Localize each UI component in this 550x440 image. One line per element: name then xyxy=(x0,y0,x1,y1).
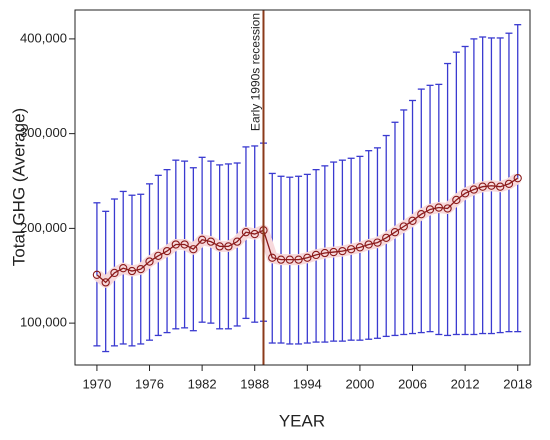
mean-point xyxy=(452,195,461,205)
mean-point xyxy=(180,240,189,249)
mean-point xyxy=(417,210,426,219)
error-bar xyxy=(93,202,101,347)
mean-point xyxy=(110,268,119,278)
mean-point xyxy=(504,179,514,189)
mean-point xyxy=(443,204,452,213)
x-tick-label: 2000 xyxy=(345,376,374,391)
mean-point xyxy=(355,243,365,252)
mean-point xyxy=(460,189,470,198)
x-tick-label: 1970 xyxy=(82,376,111,391)
y-tick-label: 400,000 xyxy=(20,30,67,45)
mean-point xyxy=(233,237,242,246)
mean-point xyxy=(320,248,330,258)
mean-point xyxy=(294,255,303,264)
x-tick-label: 1976 xyxy=(135,376,164,391)
mean-point xyxy=(162,246,172,256)
mean-point xyxy=(399,222,408,231)
mean-point xyxy=(478,182,487,191)
mean-point xyxy=(215,242,224,251)
mean-point xyxy=(276,255,286,264)
mean-point xyxy=(241,228,251,237)
error-bar xyxy=(444,62,452,337)
mean-point xyxy=(487,181,496,190)
mean-point xyxy=(268,253,277,262)
mean-point xyxy=(136,264,145,274)
mean-point xyxy=(206,237,216,246)
y-axis-title: Total GHG (Average) xyxy=(9,108,28,266)
mean-point xyxy=(513,174,522,183)
mean-point xyxy=(197,235,207,244)
annotation-label: Early 1990s recession xyxy=(249,13,263,131)
mean-point xyxy=(92,270,102,279)
mean-point xyxy=(250,229,259,239)
mean-point xyxy=(496,182,505,191)
x-tick-label: 2018 xyxy=(503,376,532,391)
mean-point xyxy=(224,242,233,251)
mean-point xyxy=(189,245,198,254)
y-tick-label: 300,000 xyxy=(20,125,67,140)
mean-point xyxy=(373,238,382,247)
x-axis-title: YEAR xyxy=(279,411,325,430)
mean-point xyxy=(329,247,338,257)
mean-point xyxy=(119,264,128,273)
mean-point xyxy=(408,216,417,225)
mean-point xyxy=(127,266,137,276)
mean-point xyxy=(364,240,373,249)
mean-point xyxy=(338,246,347,256)
mean-point xyxy=(425,205,435,214)
x-tick-label: 1988 xyxy=(240,376,269,391)
y-tick-label: 200,000 xyxy=(20,220,67,235)
mean-point xyxy=(382,233,391,243)
mean-point xyxy=(285,255,294,264)
x-tick-label: 2012 xyxy=(451,376,480,391)
x-tick-label: 1982 xyxy=(188,376,217,391)
mean-point xyxy=(347,245,356,254)
mean-point xyxy=(171,240,180,249)
mean-point xyxy=(145,257,154,266)
mean-point xyxy=(101,278,110,287)
mean-point xyxy=(154,251,163,261)
x-tick-label: 2006 xyxy=(398,376,427,391)
y-tick-label: 100,000 xyxy=(20,315,67,330)
plot-frame xyxy=(74,9,531,366)
mean-point xyxy=(303,253,312,262)
mean-point xyxy=(469,185,479,194)
mean-line xyxy=(96,177,519,284)
mean-point xyxy=(390,228,400,237)
mean-point xyxy=(434,203,443,212)
x-tick-label: 1994 xyxy=(293,376,322,391)
mean-point xyxy=(311,250,321,260)
